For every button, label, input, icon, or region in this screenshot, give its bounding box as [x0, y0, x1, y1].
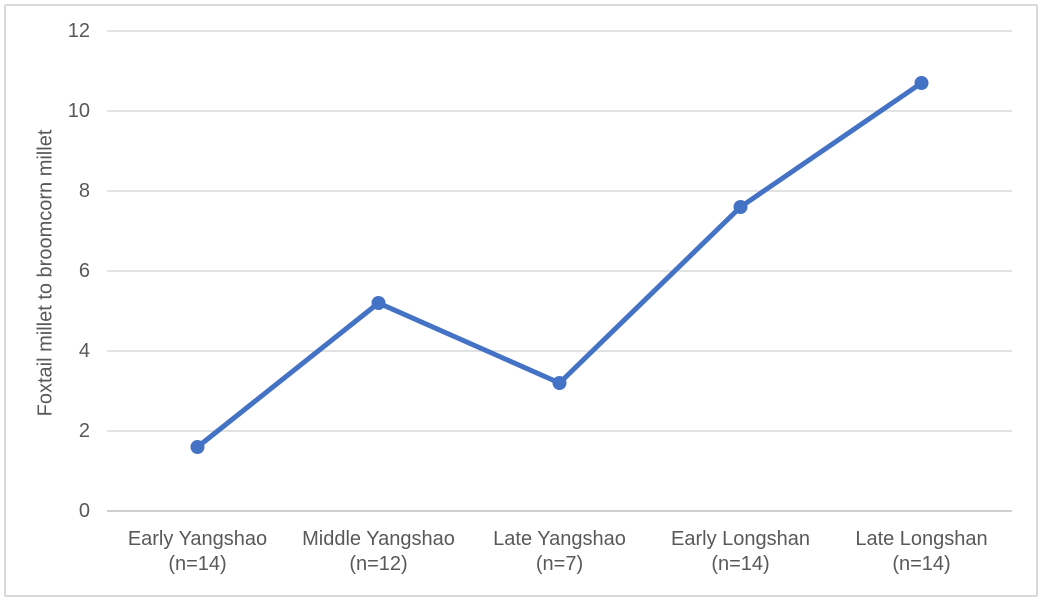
data-point-marker — [914, 76, 929, 90]
x-category-sample-size: (n=7) — [535, 553, 584, 575]
x-category-label: Early Yangshao (n=14) — [103, 527, 293, 577]
x-category-sample-size: (n=12) — [349, 553, 408, 575]
series-line — [195, 80, 924, 450]
data-point-marker — [733, 200, 748, 214]
x-category-sample-size: (n=14) — [168, 553, 227, 575]
x-category-name: Late Longshan — [855, 528, 988, 550]
y-tick-label: 2 — [78, 420, 90, 442]
x-category-name: Early Longshan — [671, 528, 810, 550]
y-tick-label: 12 — [67, 20, 90, 42]
chart-frame — [4, 4, 1038, 597]
x-category-label: Middle Yangshao (n=12) — [284, 527, 474, 577]
y-tick-label: 0 — [78, 500, 90, 522]
x-category-label: Late Yangshao (n=7) — [465, 527, 655, 577]
y-tick-label: 8 — [78, 180, 90, 202]
x-category-sample-size: (n=14) — [892, 553, 951, 575]
data-point-marker — [190, 440, 205, 454]
x-category-name: Early Yangshao — [127, 528, 268, 550]
x-category-label: Late Longshan (n=14) — [827, 527, 1017, 577]
y-tick-label: 6 — [78, 260, 90, 282]
x-category-name: Middle Yangshao — [302, 528, 455, 550]
data-point-marker — [552, 376, 567, 390]
y-tick-label: 10 — [67, 100, 90, 122]
y-tick-label: 4 — [78, 340, 90, 362]
data-point-marker — [371, 296, 386, 310]
x-category-name: Late Yangshao — [493, 528, 626, 550]
x-category-sample-size: (n=14) — [711, 553, 770, 575]
x-category-label: Early Longshan (n=14) — [646, 527, 836, 577]
